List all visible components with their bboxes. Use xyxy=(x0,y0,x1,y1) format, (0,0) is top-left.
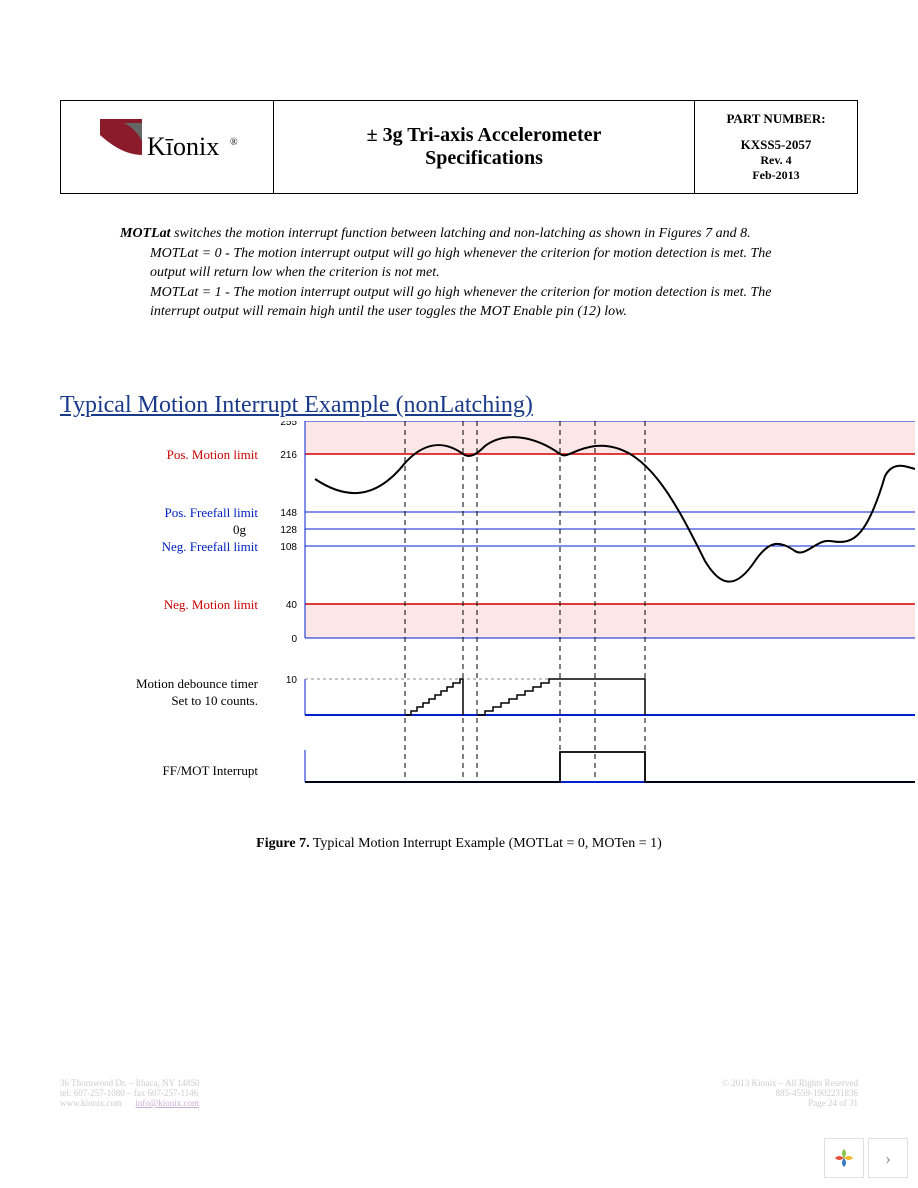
svg-text:255: 255 xyxy=(280,421,297,428)
part-rev: Rev. 4 xyxy=(701,153,851,168)
svg-text:148: 148 xyxy=(280,508,297,519)
p1-rest: switches the motion interrupt function b… xyxy=(171,226,751,241)
chart-title: Typical Motion Interrupt Example (nonLat… xyxy=(60,392,858,419)
motlat-lead: MOTLat xyxy=(120,226,171,241)
footer-tel: tel: 607-257-1080 – fax 607-257-1146 xyxy=(60,1088,199,1098)
svg-text:216: 216 xyxy=(280,450,297,461)
svg-text:®: ® xyxy=(230,137,238,148)
body-text: MOTLat switches the motion interrupt fun… xyxy=(120,224,798,322)
lbl-pos-freefall: Pos. Freefall limit xyxy=(164,505,258,521)
lbl-neg-freefall: Neg. Freefall limit xyxy=(162,539,258,555)
svg-text:0: 0 xyxy=(291,634,297,645)
lbl-pos-motion: Pos. Motion limit xyxy=(167,447,258,463)
page-footer: 36 Thornwood Dr. – Ithaca, NY 14850 tel:… xyxy=(60,1078,858,1108)
footer-addr: 36 Thornwood Dr. – Ithaca, NY 14850 xyxy=(60,1078,199,1088)
svg-text:Kīonix: Kīonix xyxy=(147,132,219,161)
lbl-zero-g: 0g xyxy=(233,522,246,538)
part-number: KXSS5-2057 xyxy=(701,137,851,153)
lbl-debounce2: Set to 10 counts. xyxy=(171,693,258,709)
footer-left: 36 Thornwood Dr. – Ithaca, NY 14850 tel:… xyxy=(60,1078,199,1108)
part-date: Feb-2013 xyxy=(701,168,851,183)
lbl-neg-motion: Neg. Motion limit xyxy=(164,597,258,613)
fig-label: Figure 7. xyxy=(256,836,309,851)
paragraph-2: MOTLat = 0 - The motion interrupt output… xyxy=(150,244,798,283)
footer-spec: 885-4559-1902231836 xyxy=(722,1088,858,1098)
chart-wrap: Pos. Motion limit Pos. Freefall limit 0g… xyxy=(60,421,858,806)
footer-copyright: © 2013 Kionix – All Rights Reserved xyxy=(722,1078,858,1088)
footer-page: Page 24 of 31 xyxy=(722,1098,858,1108)
paragraph-3: MOTLat = 1 - The motion interrupt output… xyxy=(150,283,798,322)
figure-caption: Figure 7. Typical Motion Interrupt Examp… xyxy=(60,836,858,852)
footer-email[interactable]: info@kionix.com xyxy=(135,1098,199,1108)
corner-logo-icon[interactable] xyxy=(824,1138,864,1178)
doc-title-line1: ± 3g Tri-axis Accelerometer xyxy=(280,124,688,147)
kionix-logo: Kīonix ® xyxy=(92,115,242,175)
footer-site: www.kionix.com xyxy=(60,1098,122,1108)
part-label: PART NUMBER: xyxy=(701,111,851,127)
svg-text:40: 40 xyxy=(286,600,298,611)
title-cell: ± 3g Tri-axis Accelerometer Specificatio… xyxy=(274,101,695,194)
svg-text:10: 10 xyxy=(286,675,298,686)
corner-next-icon[interactable]: › xyxy=(868,1138,908,1178)
lbl-interrupt: FF/MOT Interrupt xyxy=(163,763,258,779)
part-cell: PART NUMBER: KXSS5-2057 Rev. 4 Feb-2013 xyxy=(695,101,858,194)
corner-widget: › xyxy=(824,1138,908,1178)
svg-text:108: 108 xyxy=(280,542,297,553)
header-table: Kīonix ® ± 3g Tri-axis Accelerometer Spe… xyxy=(60,100,858,194)
doc-title-line2: Specifications xyxy=(280,147,688,170)
paragraph-1: MOTLat switches the motion interrupt fun… xyxy=(120,224,798,244)
fig-text: Typical Motion Interrupt Example (MOTLat… xyxy=(310,836,662,851)
svg-text:128: 128 xyxy=(280,525,297,536)
lbl-debounce1: Motion debounce timer xyxy=(136,676,258,692)
logo-cell: Kīonix ® xyxy=(61,101,274,194)
footer-right: © 2013 Kionix – All Rights Reserved 885-… xyxy=(722,1078,858,1108)
